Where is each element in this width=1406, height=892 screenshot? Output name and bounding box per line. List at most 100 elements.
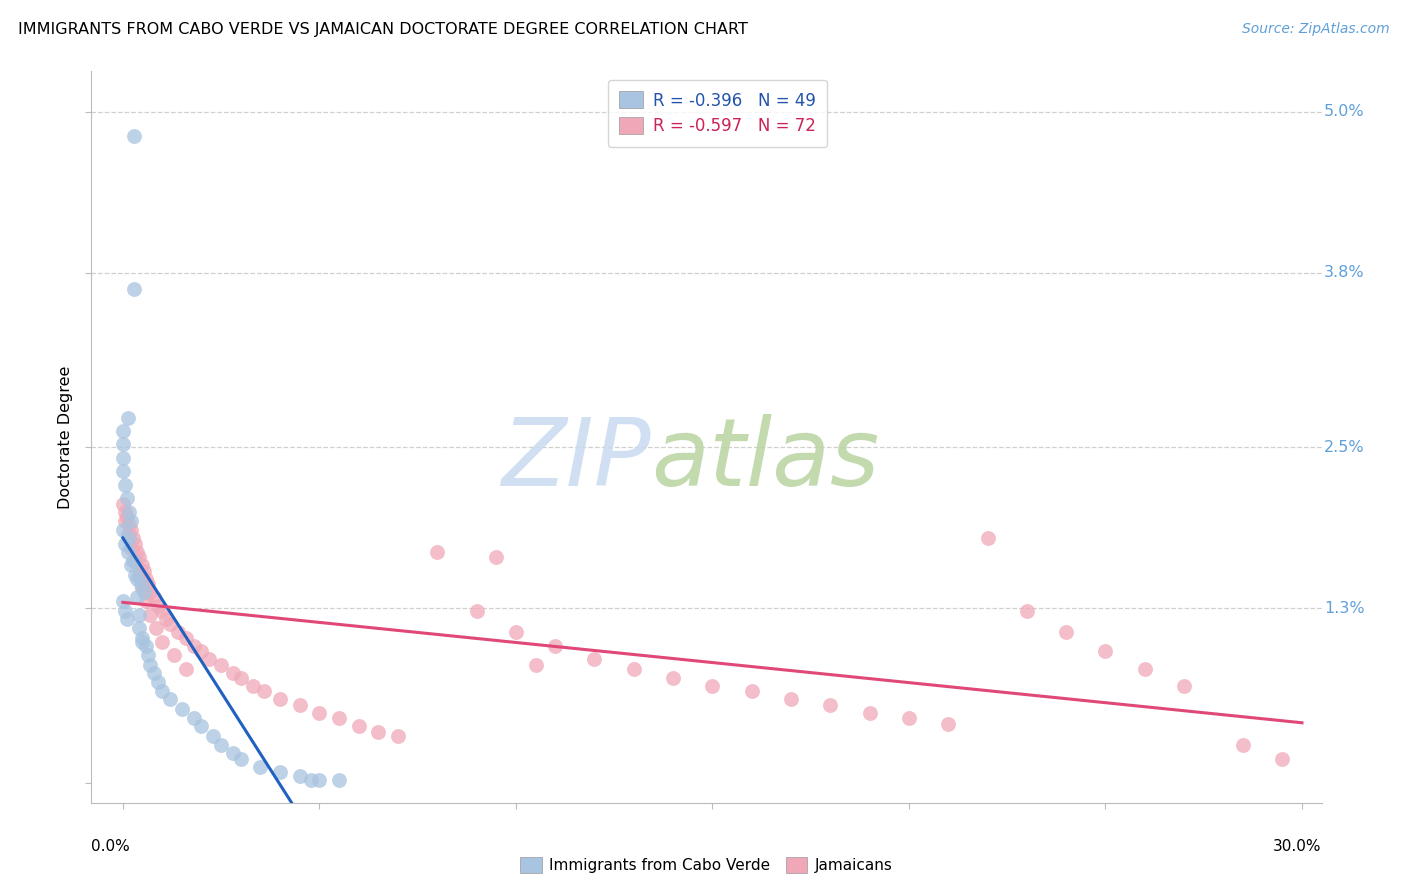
Point xyxy=(115,491,138,505)
Point xyxy=(623,662,645,676)
Point xyxy=(121,532,143,546)
Point xyxy=(118,532,141,546)
Point xyxy=(138,648,160,662)
Point xyxy=(202,729,225,743)
Point xyxy=(1054,625,1077,640)
Point xyxy=(114,604,136,618)
Point xyxy=(269,692,291,706)
Point xyxy=(1173,679,1195,693)
Point xyxy=(111,496,134,510)
Point xyxy=(1232,738,1254,752)
Point xyxy=(111,437,134,451)
Point xyxy=(242,679,264,693)
Point xyxy=(190,719,212,733)
Point xyxy=(387,729,409,743)
Point xyxy=(367,724,389,739)
Point xyxy=(308,706,330,720)
Point xyxy=(1015,604,1038,618)
Point xyxy=(269,764,291,779)
Point xyxy=(120,514,142,528)
Point xyxy=(111,594,134,608)
Point xyxy=(114,505,136,519)
Text: IMMIGRANTS FROM CABO VERDE VS JAMAICAN DOCTORATE DEGREE CORRELATION CHART: IMMIGRANTS FROM CABO VERDE VS JAMAICAN D… xyxy=(18,22,748,37)
Point xyxy=(118,505,141,519)
Point xyxy=(148,675,170,690)
Text: atlas: atlas xyxy=(651,414,879,505)
Point xyxy=(128,550,150,565)
Point xyxy=(114,477,136,491)
Point xyxy=(702,679,724,693)
Point xyxy=(583,652,606,666)
Point xyxy=(780,692,803,706)
Point xyxy=(347,719,370,733)
Point xyxy=(131,631,153,645)
Point xyxy=(170,702,193,716)
Point xyxy=(148,599,170,613)
Point xyxy=(143,591,166,605)
Point xyxy=(124,567,146,582)
Point xyxy=(183,639,205,653)
Point xyxy=(485,550,508,565)
Point xyxy=(190,644,212,658)
Point xyxy=(859,706,882,720)
Point xyxy=(150,634,173,648)
Point xyxy=(209,657,232,672)
Point xyxy=(976,532,998,546)
Point xyxy=(111,424,134,438)
Point xyxy=(120,558,142,573)
Point xyxy=(328,711,350,725)
Legend: Immigrants from Cabo Verde, Jamaicans: Immigrants from Cabo Verde, Jamaicans xyxy=(515,851,898,880)
Point xyxy=(139,607,162,622)
Text: 5.0%: 5.0% xyxy=(1324,104,1365,120)
Point xyxy=(936,716,959,731)
Text: 30.0%: 30.0% xyxy=(1274,839,1322,855)
Point xyxy=(174,662,197,676)
Point xyxy=(253,684,276,698)
Point xyxy=(115,612,138,626)
Point xyxy=(135,639,157,653)
Point xyxy=(145,621,167,635)
Point xyxy=(1133,662,1156,676)
Point xyxy=(122,128,145,143)
Text: ZIP: ZIP xyxy=(502,414,651,505)
Point xyxy=(167,625,190,640)
Point xyxy=(129,577,152,591)
Point xyxy=(118,518,141,533)
Point xyxy=(163,648,186,662)
Point xyxy=(288,769,311,783)
Point xyxy=(159,692,181,706)
Point xyxy=(134,585,156,599)
Point xyxy=(183,711,205,725)
Point xyxy=(155,612,177,626)
Point xyxy=(120,524,142,538)
Point xyxy=(524,657,547,672)
Y-axis label: Doctorate Degree: Doctorate Degree xyxy=(58,366,73,508)
Point xyxy=(138,577,160,591)
Point xyxy=(288,698,311,712)
Point xyxy=(131,634,153,648)
Point xyxy=(229,751,252,765)
Text: 0.0%: 0.0% xyxy=(91,839,131,855)
Point xyxy=(139,657,162,672)
Point xyxy=(209,738,232,752)
Point xyxy=(124,554,146,568)
Point xyxy=(741,684,763,698)
Text: Source: ZipAtlas.com: Source: ZipAtlas.com xyxy=(1241,22,1389,37)
Point xyxy=(131,581,153,595)
Point xyxy=(117,527,139,541)
Point xyxy=(121,554,143,568)
Point xyxy=(111,464,134,478)
Point xyxy=(114,514,136,528)
Point xyxy=(465,604,488,618)
Text: 2.5%: 2.5% xyxy=(1324,440,1365,455)
Point xyxy=(426,545,449,559)
Point xyxy=(111,450,134,465)
Point xyxy=(114,537,136,551)
Point xyxy=(135,594,157,608)
Point xyxy=(222,746,245,760)
Point xyxy=(662,671,685,685)
Point xyxy=(159,617,181,632)
Point xyxy=(125,545,148,559)
Point xyxy=(544,639,567,653)
Point xyxy=(222,665,245,680)
